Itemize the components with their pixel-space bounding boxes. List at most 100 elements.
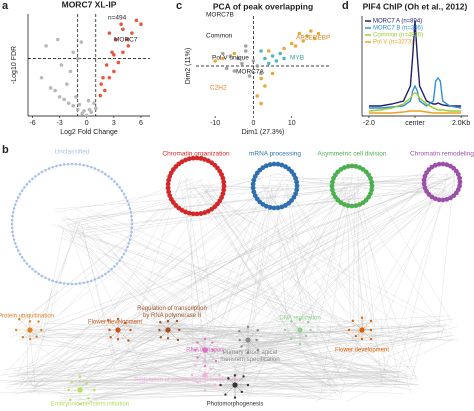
x-tick-label: -3	[57, 120, 63, 127]
point	[263, 84, 267, 88]
edge	[74, 178, 261, 227]
point	[134, 18, 139, 23]
edge	[204, 187, 281, 192]
edge	[129, 320, 163, 370]
gene-node	[78, 163, 82, 166]
gene-node	[233, 396, 237, 399]
edge	[24, 374, 384, 382]
cluster-label: Primary shoot apical	[223, 350, 277, 356]
edge	[218, 371, 384, 373]
gene-node	[167, 174, 173, 179]
gene-node	[12, 207, 16, 210]
edge	[17, 189, 284, 377]
x-tick-label: 0	[85, 120, 89, 127]
edge	[32, 321, 112, 334]
point	[221, 51, 225, 56]
edge	[19, 335, 45, 388]
edge	[353, 198, 448, 335]
edge	[185, 340, 232, 386]
edge	[27, 325, 101, 333]
gene-node	[166, 189, 172, 195]
x-axis-label: Log2 Fold Change	[60, 129, 118, 136]
edge	[161, 315, 451, 331]
point	[93, 106, 98, 111]
edge	[272, 176, 446, 184]
edge	[89, 384, 408, 390]
edge	[69, 190, 342, 396]
gene-node	[250, 181, 256, 187]
edge	[124, 369, 214, 385]
hub-node	[232, 382, 238, 388]
point	[89, 110, 94, 114]
point	[139, 22, 143, 27]
point	[74, 95, 78, 99]
x-tick-label: -2.0	[363, 120, 375, 127]
gene-node	[58, 281, 62, 285]
edge	[222, 339, 315, 380]
gene-node	[351, 319, 355, 323]
edge	[72, 333, 177, 386]
edge	[285, 182, 400, 385]
edge	[203, 179, 333, 368]
edge	[91, 238, 226, 385]
edge	[152, 177, 450, 329]
gene-node	[15, 245, 18, 249]
edge	[274, 193, 289, 337]
x-tick-label: -10	[210, 120, 220, 127]
gene-node	[271, 205, 277, 211]
edge	[31, 331, 174, 389]
gene-node	[28, 320, 32, 323]
gene-node	[283, 202, 288, 208]
edge	[33, 337, 127, 386]
gene-node	[238, 338, 241, 342]
edge	[231, 380, 396, 394]
gene-node	[51, 165, 55, 169]
gene-node	[271, 161, 277, 167]
gene-node	[130, 226, 134, 230]
edge	[377, 185, 438, 340]
edge	[136, 361, 216, 390]
edge	[24, 365, 222, 373]
cluster-label: Photomorphogenesis	[207, 402, 264, 408]
edge	[16, 224, 80, 377]
gene-node	[70, 162, 74, 166]
gene-node	[37, 272, 40, 276]
gene-node	[10, 218, 14, 222]
gene-node	[35, 335, 38, 338]
edge	[357, 175, 359, 338]
point	[84, 113, 89, 118]
point	[228, 54, 233, 58]
gene-node	[129, 234, 133, 238]
point	[274, 59, 279, 63]
edge	[66, 182, 286, 381]
gene-node	[196, 341, 199, 344]
edge	[14, 379, 97, 404]
edge	[28, 344, 397, 372]
edge	[92, 389, 248, 397]
point	[266, 49, 271, 53]
gene-node	[100, 274, 104, 278]
edge	[349, 183, 429, 185]
gene-node	[104, 172, 107, 176]
gene-node	[87, 397, 90, 400]
edge	[166, 332, 357, 341]
legend-label: Pol V (n=3273)	[373, 40, 413, 46]
gene-node	[40, 274, 44, 278]
gene-node	[289, 337, 293, 341]
point	[107, 31, 112, 35]
gene-node	[129, 210, 133, 214]
line	[368, 20, 462, 107]
gene-node	[55, 280, 58, 284]
edge	[201, 178, 451, 190]
point	[221, 56, 225, 61]
edge	[355, 332, 431, 342]
gene-node	[329, 179, 335, 185]
gene-node	[130, 214, 133, 218]
edge	[364, 171, 453, 324]
edge	[190, 337, 429, 372]
edge	[439, 322, 446, 342]
gene-node	[211, 341, 214, 344]
edge	[67, 230, 377, 338]
edge	[4, 175, 190, 375]
edge	[394, 173, 449, 387]
